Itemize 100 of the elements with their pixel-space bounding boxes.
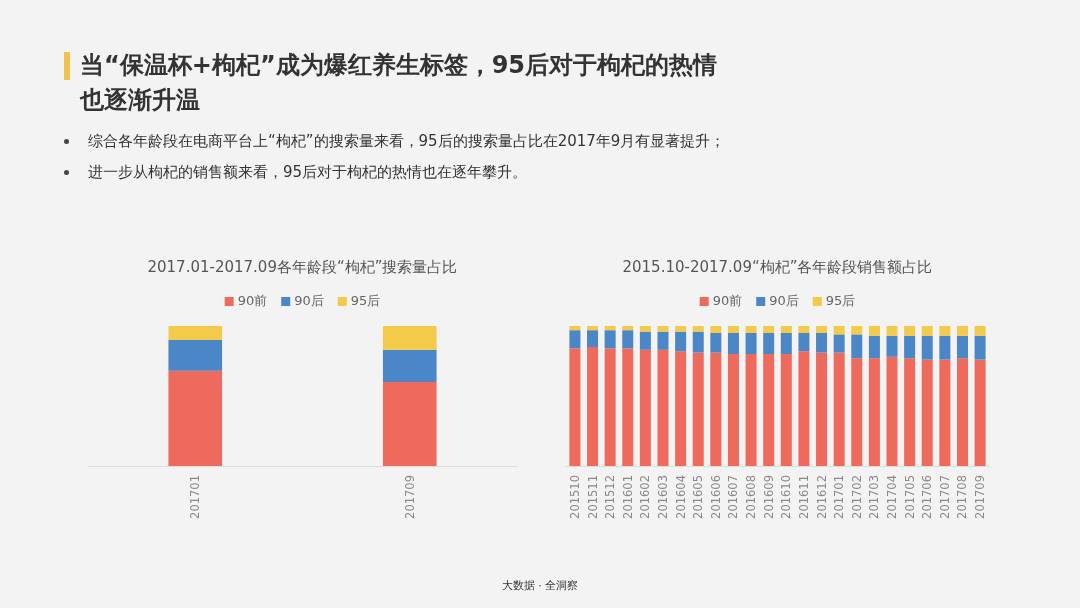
bar xyxy=(692,326,704,332)
bar xyxy=(956,358,968,466)
bar xyxy=(657,326,669,332)
bar xyxy=(798,333,810,352)
x-tick-label: 201511 xyxy=(585,475,600,519)
bar xyxy=(168,326,223,340)
text: 进一步从枸杞的销售额来看，95后对于枸杞的热情也在逐年攀升。 xyxy=(88,162,528,183)
bar xyxy=(780,354,792,466)
bar xyxy=(833,352,845,466)
x-tick-label: 201604 xyxy=(673,475,688,519)
bar xyxy=(921,359,933,466)
bar xyxy=(798,351,810,466)
bar xyxy=(974,359,986,466)
bar xyxy=(675,351,687,466)
legend-label: 95后 xyxy=(825,293,856,308)
legend-label: 90前 xyxy=(712,293,743,308)
legend-label: 90后 xyxy=(294,293,324,308)
bar xyxy=(939,335,951,360)
text: 大数据 · 全洞察 xyxy=(501,578,579,593)
bar xyxy=(868,326,880,336)
bar xyxy=(675,331,687,352)
bar xyxy=(816,352,828,466)
bar xyxy=(710,326,722,333)
x-tick-label: 201601 xyxy=(620,475,635,519)
bar xyxy=(780,333,792,354)
bar xyxy=(956,335,968,359)
x-tick-label: 201512 xyxy=(603,475,618,519)
bar xyxy=(569,330,581,349)
x-tick-label: 201608 xyxy=(744,475,759,519)
bar xyxy=(868,358,880,466)
bar xyxy=(727,354,739,466)
bar xyxy=(692,331,704,353)
bar xyxy=(974,335,986,360)
bar xyxy=(904,358,916,466)
x-tick-label: 201701 xyxy=(832,475,847,519)
x-tick-label: 201602 xyxy=(638,475,653,519)
bar xyxy=(851,326,863,335)
x-tick-label: 201607 xyxy=(726,475,741,519)
bar xyxy=(604,348,616,466)
bar xyxy=(622,348,634,466)
text: 当“保温杯+枸杞”成为爆红养生标签，95后对于枸杞的热情也逐渐升温 xyxy=(80,50,719,116)
bar xyxy=(569,326,581,331)
bar xyxy=(639,349,651,466)
bar xyxy=(382,349,437,382)
bar xyxy=(921,326,933,336)
bar xyxy=(639,331,651,350)
bar xyxy=(692,352,704,466)
bar xyxy=(816,333,828,353)
bar xyxy=(727,333,739,354)
x-tick-label: 201610 xyxy=(779,475,794,519)
x-tick-label: 201708 xyxy=(955,475,970,519)
bar xyxy=(639,326,651,332)
x-tick-label: 201603 xyxy=(655,475,670,519)
bar xyxy=(604,330,616,349)
x-tick-label: 201709 xyxy=(973,475,988,519)
x-tick-label: 201703 xyxy=(867,475,882,519)
x-tick-label: 201702 xyxy=(849,475,864,519)
legend-label: 90后 xyxy=(769,293,799,308)
bar xyxy=(745,326,757,333)
bar xyxy=(569,348,581,466)
bar xyxy=(168,340,223,371)
bar xyxy=(710,352,722,466)
x-tick-label: 201612 xyxy=(814,475,829,519)
x-tick-label: 201705 xyxy=(902,475,917,519)
bar xyxy=(657,349,669,466)
bar xyxy=(833,334,845,353)
bar xyxy=(780,326,792,333)
text: 综合各年龄段在电商平台上“枸杞”的搜索量来看，95后的搜索量占比在2017年9月有显著提升； xyxy=(88,131,726,152)
bar xyxy=(886,356,898,466)
bar xyxy=(604,326,616,331)
x-tick-label: 201605 xyxy=(691,475,706,519)
bar xyxy=(886,326,898,336)
bar xyxy=(763,354,775,466)
x-tick-label: 201611 xyxy=(796,475,811,519)
bar xyxy=(587,330,599,347)
bar xyxy=(587,347,599,466)
bar xyxy=(622,330,634,349)
bar xyxy=(675,326,687,332)
x-tick-label: 201704 xyxy=(885,475,900,519)
bar xyxy=(851,358,863,466)
bar xyxy=(710,333,722,353)
bar xyxy=(622,326,634,331)
bar xyxy=(886,335,898,357)
legend-label: 90前 xyxy=(237,293,268,308)
x-tick-label: 201701 xyxy=(188,475,203,519)
x-tick-label: 201709 xyxy=(402,475,417,519)
bar xyxy=(382,382,437,466)
x-tick-label: 201706 xyxy=(920,475,935,519)
bar xyxy=(587,326,599,331)
bar xyxy=(168,370,223,466)
bar xyxy=(657,331,669,350)
bar xyxy=(382,326,437,350)
x-tick-label: 201707 xyxy=(937,475,952,519)
bar xyxy=(833,326,845,335)
bar xyxy=(816,326,828,333)
bar xyxy=(745,354,757,466)
bar xyxy=(763,333,775,354)
bar xyxy=(921,335,933,360)
x-tick-label: 201510 xyxy=(567,475,582,519)
bar xyxy=(904,326,916,336)
